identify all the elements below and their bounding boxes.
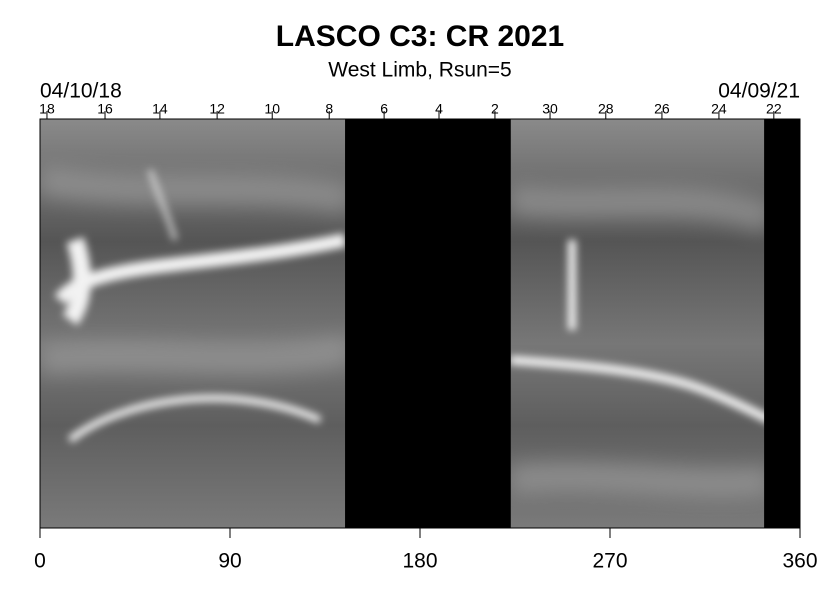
chart-title: LASCO C3: CR 2021 — [276, 20, 564, 53]
data-gap — [345, 119, 511, 528]
top-tick-label: 8 — [325, 101, 333, 117]
top-tick-label: 10 — [264, 101, 280, 117]
top-tick-label: 30 — [542, 101, 558, 117]
x-tick-label: 360 — [782, 550, 817, 573]
image-texture — [40, 165, 776, 498]
x-tick-label: 180 — [402, 550, 437, 573]
start-date: 04/10/18 — [40, 80, 122, 103]
top-tick-label: 12 — [209, 101, 225, 117]
top-tick-label: 4 — [435, 101, 443, 117]
top-tick-label: 6 — [380, 101, 388, 117]
top-tick-label: 18 — [39, 101, 55, 117]
top-tick-label: 24 — [711, 101, 727, 117]
top-tick-label: 22 — [766, 101, 782, 117]
top-tick-label: 26 — [654, 101, 670, 117]
top-tick-label: 16 — [97, 101, 113, 117]
x-tick-label: 270 — [592, 550, 627, 573]
end-date: 04/09/21 — [718, 80, 800, 103]
x-tick-label: 90 — [218, 550, 241, 573]
top-tick-label: 2 — [491, 101, 499, 117]
chart-subtitle: West Limb, Rsun=5 — [328, 59, 511, 82]
image-streamers — [54, 169, 773, 443]
data-gap — [764, 119, 800, 528]
top-tick-label: 14 — [152, 101, 168, 117]
top-tick-label: 28 — [598, 101, 614, 117]
x-tick-label: 0 — [34, 550, 46, 573]
